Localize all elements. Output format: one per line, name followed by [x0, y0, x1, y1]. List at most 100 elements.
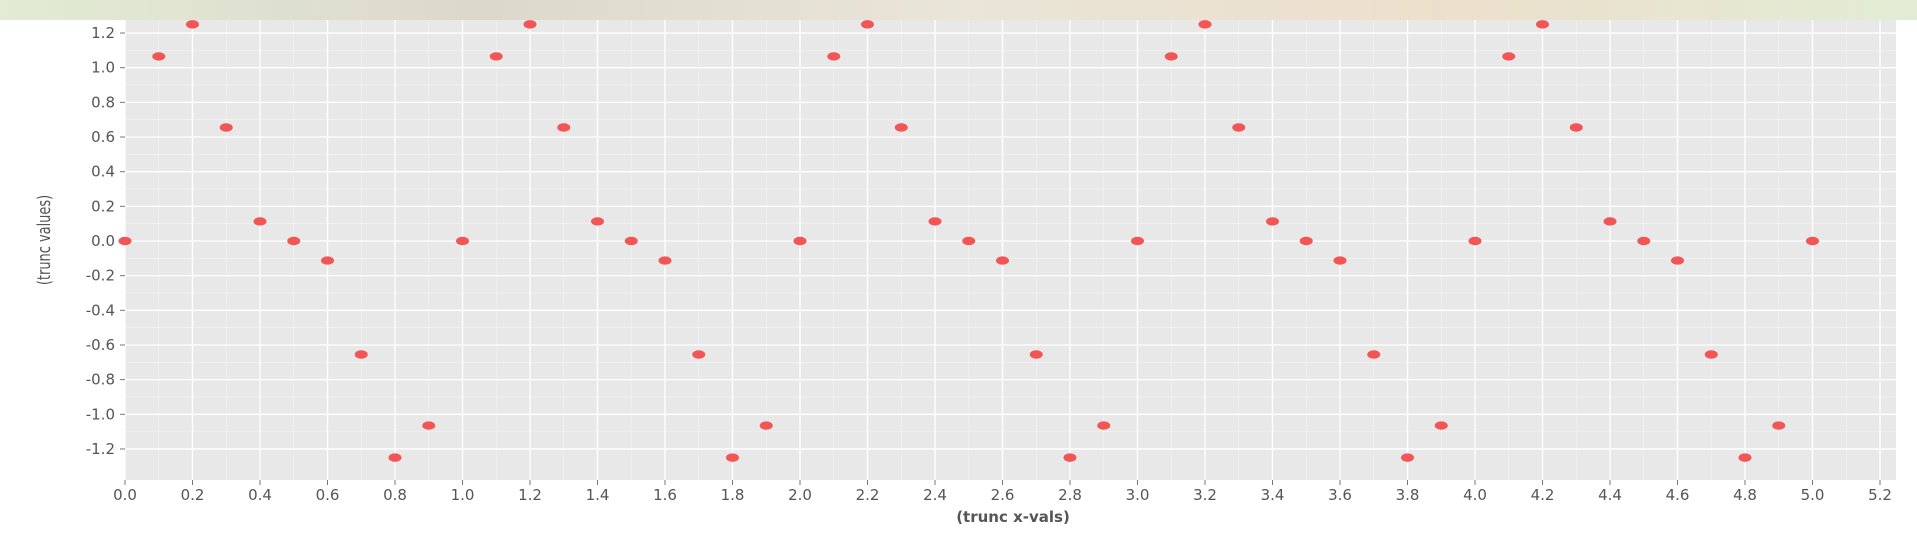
x-tick-label: 3.2 [1193, 486, 1217, 504]
x-tick-label: 0.8 [383, 486, 407, 504]
grid-lines [124, 20, 1896, 480]
x-tick-label: 1.8 [721, 486, 745, 504]
x-tick-label: 2.0 [788, 486, 812, 504]
y-tick-label: -1.2 [86, 440, 115, 458]
data-point [726, 453, 739, 462]
data-point [557, 123, 571, 132]
data-point [1063, 453, 1077, 462]
x-tick-label: 1.4 [586, 486, 610, 504]
x-tick-label: 3.6 [1328, 486, 1352, 504]
data-point [692, 350, 706, 359]
data-point [1333, 256, 1347, 265]
y-tick-label: 0.4 [91, 163, 115, 181]
data-point [489, 52, 503, 61]
data-point [1637, 236, 1651, 246]
data-point [1299, 236, 1313, 246]
y-tick-label: -1.0 [86, 405, 115, 423]
data-point [928, 217, 942, 226]
y-tick-label: 0.0 [91, 232, 115, 250]
x-tick-label: 0.2 [181, 486, 205, 504]
data-point [1097, 421, 1111, 430]
x-axis-label: (trunc x-vals) [956, 508, 1070, 526]
x-tick-label: 4.4 [1598, 486, 1622, 504]
data-point [354, 350, 368, 359]
data-point [253, 217, 267, 226]
data-point [1266, 217, 1279, 226]
data-point [523, 20, 537, 29]
x-tick-label: 3.0 [1126, 486, 1150, 504]
x-tick-label: 4.0 [1463, 486, 1487, 504]
y-tick-label: 0.8 [91, 93, 115, 111]
y-tick-label: 1.0 [91, 59, 115, 77]
y-tick-label: 0.2 [91, 197, 115, 215]
data-point [1603, 217, 1617, 226]
data-point [759, 421, 773, 430]
y-tick-label: -0.6 [86, 336, 115, 354]
y-axis-label: (trunc values) [33, 195, 55, 285]
x-tick-label: 2.4 [923, 486, 947, 504]
x-tick-label: 4.2 [1531, 486, 1555, 504]
data-point [962, 236, 976, 246]
x-tick-label: 1.0 [451, 486, 475, 504]
x-tick-label: 3.8 [1396, 486, 1420, 504]
data-point [1434, 421, 1448, 430]
data-point [1502, 52, 1516, 61]
data-point [1738, 453, 1752, 462]
x-tick-label: 4.6 [1666, 486, 1690, 504]
data-point [624, 236, 638, 246]
y-tick-label: -0.8 [86, 371, 115, 389]
data-point [861, 20, 874, 29]
x-tick-label: 2.2 [856, 486, 880, 504]
data-point [1029, 350, 1043, 359]
data-point [287, 236, 301, 246]
y-tick-label: -0.4 [86, 301, 115, 319]
data-point [1367, 350, 1381, 359]
x-tick-label: 3.4 [1261, 486, 1285, 504]
data-point [422, 421, 436, 430]
x-tick-label: 1.6 [653, 486, 677, 504]
background-image-strip [0, 0, 1917, 20]
data-point [793, 236, 807, 246]
data-point [827, 52, 841, 61]
data-point [1772, 421, 1786, 430]
data-point [658, 256, 672, 265]
y-tick-label: 1.2 [91, 24, 115, 42]
x-tick-label: 2.8 [1058, 486, 1082, 504]
data-point [591, 217, 604, 226]
axes: 0.0 0.2 0.4 0.6 0.8 1.0 1.2 1.4 1.6 1.8 2.0 2.2 2.4 2… [86, 24, 1892, 504]
data-point [1806, 236, 1819, 246]
x-tick-label: 5.2 [1868, 486, 1892, 504]
data-point [456, 236, 469, 246]
data-point [1198, 20, 1212, 29]
x-tick-label: 0.0 [113, 486, 137, 504]
y-tick-label: 0.6 [91, 128, 115, 146]
data-point [321, 256, 334, 265]
data-point [894, 123, 908, 132]
data-point [1569, 123, 1583, 132]
data-point [996, 256, 1009, 265]
data-points [118, 20, 1819, 462]
x-tick-label: 0.4 [248, 486, 272, 504]
plot-panel [125, 20, 1896, 480]
data-point [1468, 236, 1482, 246]
data-point [118, 236, 132, 246]
data-point [1401, 453, 1414, 462]
data-point [1232, 123, 1246, 132]
data-point [1131, 236, 1144, 246]
data-point [1164, 52, 1178, 61]
data-point [1704, 350, 1718, 359]
data-point [219, 123, 233, 132]
x-tick-label: 1.2 [518, 486, 542, 504]
data-point [152, 52, 166, 61]
x-tick-label: 5.0 [1801, 486, 1825, 504]
data-point [186, 20, 199, 29]
x-tick-label: 4.8 [1733, 486, 1757, 504]
data-point [1671, 256, 1684, 265]
y-tick-label: -0.2 [86, 267, 115, 285]
data-point [1536, 20, 1549, 29]
x-tick-label: 2.6 [991, 486, 1015, 504]
x-tick-label: 0.6 [316, 486, 340, 504]
data-point [388, 453, 402, 462]
